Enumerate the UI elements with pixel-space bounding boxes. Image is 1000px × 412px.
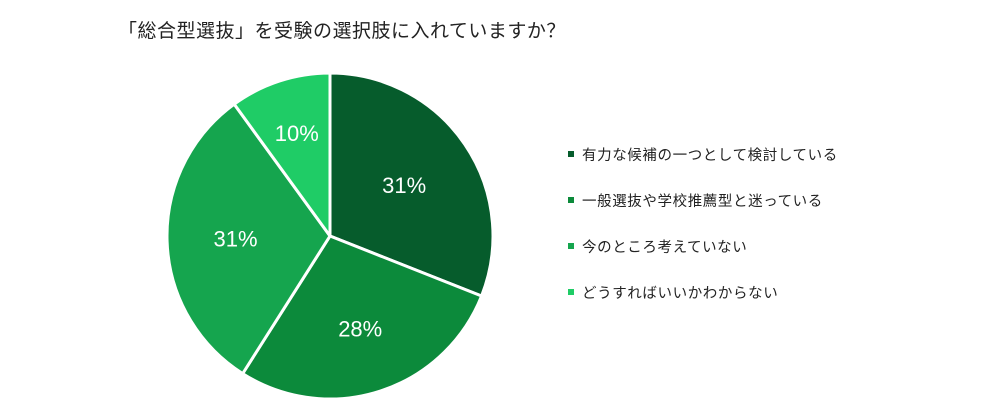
legend-label: 今のところ考えていない	[582, 239, 748, 256]
slice-value-label-4: 10%	[275, 121, 319, 146]
slice-value-label-1: 31%	[382, 173, 426, 198]
legend-item-1: 有力な候補の一つとして検討している	[568, 140, 838, 168]
slice-value-label-2: 28%	[338, 317, 382, 342]
pie-slice-3	[165, 102, 332, 376]
legend-label: どうすればいいかわからない	[582, 285, 779, 302]
legend: 有力な候補の一つとして検討している 一般選抜や学校推薦型と迷っている 今のところ考え…	[568, 140, 838, 324]
legend-item-2: 一般選抜や学校推薦型と迷っている	[568, 186, 838, 214]
chart-title: 「総合型選抜」を受験の選択肢に入れていますか？	[118, 20, 566, 42]
legend-swatch-icon	[568, 243, 574, 249]
legend-swatch-icon	[568, 289, 574, 295]
legend-label: 一般選抜や学校推薦型と迷っている	[582, 193, 823, 210]
pie-slice-4	[232, 71, 332, 238]
pie-slice-2	[241, 234, 484, 401]
legend-swatch-icon	[568, 197, 574, 203]
legend-item-4: どうすればいいかわからない	[568, 278, 838, 306]
legend-swatch-icon	[568, 151, 574, 157]
pie-slice-1	[328, 71, 495, 298]
legend-label: 有力な候補の一つとして検討している	[582, 147, 838, 164]
slice-value-label-3: 31%	[213, 226, 257, 251]
legend-item-3: 今のところ考えていない	[568, 232, 838, 260]
